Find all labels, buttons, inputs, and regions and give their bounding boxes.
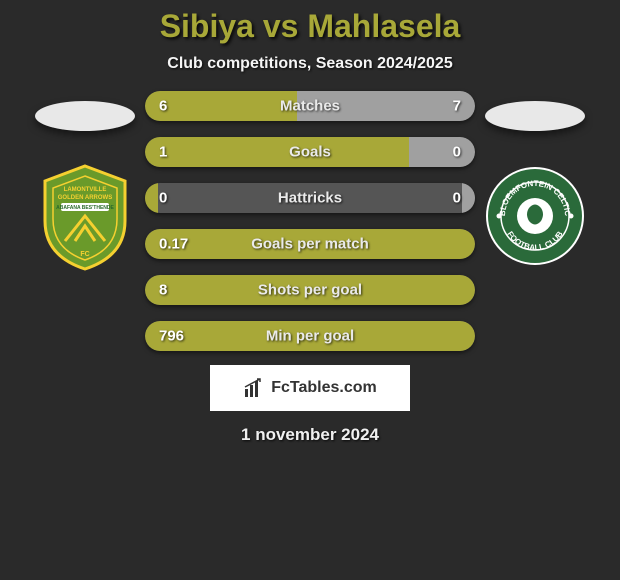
svg-text:GOLDEN ARROWS: GOLDEN ARROWS: [58, 195, 112, 201]
right-column: BLOEMFONTEIN CELTIC FOOTBALL CLUB: [475, 91, 595, 271]
bar-left-fill: [145, 183, 158, 213]
bar-right-fill: [409, 137, 475, 167]
stat-value-right: 7: [453, 98, 461, 115]
svg-text:FC: FC: [80, 251, 89, 258]
bar-left-fill: [145, 91, 297, 121]
stat-label: Hattricks: [278, 190, 342, 207]
stat-value-left: 1: [159, 144, 167, 161]
stat-row: 6 7 Matches: [145, 91, 475, 121]
stat-label: Shots per goal: [258, 282, 362, 299]
stat-label: Min per goal: [266, 328, 354, 345]
left-team-badge: LAMONTVILLE GOLDEN ARROWS ABAFANA BES'TH…: [35, 161, 135, 271]
svg-text:ABAFANA BES'THENDE: ABAFANA BES'THENDE: [56, 205, 114, 211]
stat-label: Goals per match: [251, 236, 369, 253]
brand-box[interactable]: FcTables.com: [210, 365, 410, 411]
stat-label: Goals: [289, 144, 331, 161]
left-player-oval: [35, 101, 135, 131]
fctables-logo-icon: [243, 377, 265, 399]
main-area: LAMONTVILLE GOLDEN ARROWS ABAFANA BES'TH…: [0, 91, 620, 351]
stat-label: Matches: [280, 98, 340, 115]
golden-arrows-badge-icon: LAMONTVILLE GOLDEN ARROWS ABAFANA BES'TH…: [35, 161, 135, 271]
brand-text: FcTables.com: [271, 379, 377, 397]
bar-right-fill: [462, 183, 475, 213]
svg-text:LAMONTVILLE: LAMONTVILLE: [64, 187, 107, 193]
stat-value-right: 0: [453, 144, 461, 161]
stat-row: 796 Min per goal: [145, 321, 475, 351]
subtitle: Club competitions, Season 2024/2025: [167, 55, 452, 73]
stat-value-right: 0: [453, 190, 461, 207]
bloemfontein-celtic-badge-icon: BLOEMFONTEIN CELTIC FOOTBALL CLUB: [485, 166, 585, 266]
stat-value-left: 0: [159, 190, 167, 207]
right-team-badge: BLOEMFONTEIN CELTIC FOOTBALL CLUB: [485, 161, 585, 271]
stat-value-left: 6: [159, 98, 167, 115]
stat-row: 8 Shots per goal: [145, 275, 475, 305]
date-text: 1 november 2024: [241, 425, 379, 445]
bar-left-fill: [145, 137, 409, 167]
stat-value-left: 796: [159, 328, 184, 345]
stats-bars: 6 7 Matches 1 0 Goals 0 0 Hattricks 0.17 Goals per…: [145, 91, 475, 351]
page-title: Sibiya vs Mahlasela: [160, 8, 461, 45]
stat-row: 0.17 Goals per match: [145, 229, 475, 259]
stat-row: 0 0 Hattricks: [145, 183, 475, 213]
left-column: LAMONTVILLE GOLDEN ARROWS ABAFANA BES'TH…: [25, 91, 145, 271]
right-player-oval: [485, 101, 585, 131]
stat-value-left: 8: [159, 282, 167, 299]
stat-value-left: 0.17: [159, 236, 188, 253]
stat-row: 1 0 Goals: [145, 137, 475, 167]
